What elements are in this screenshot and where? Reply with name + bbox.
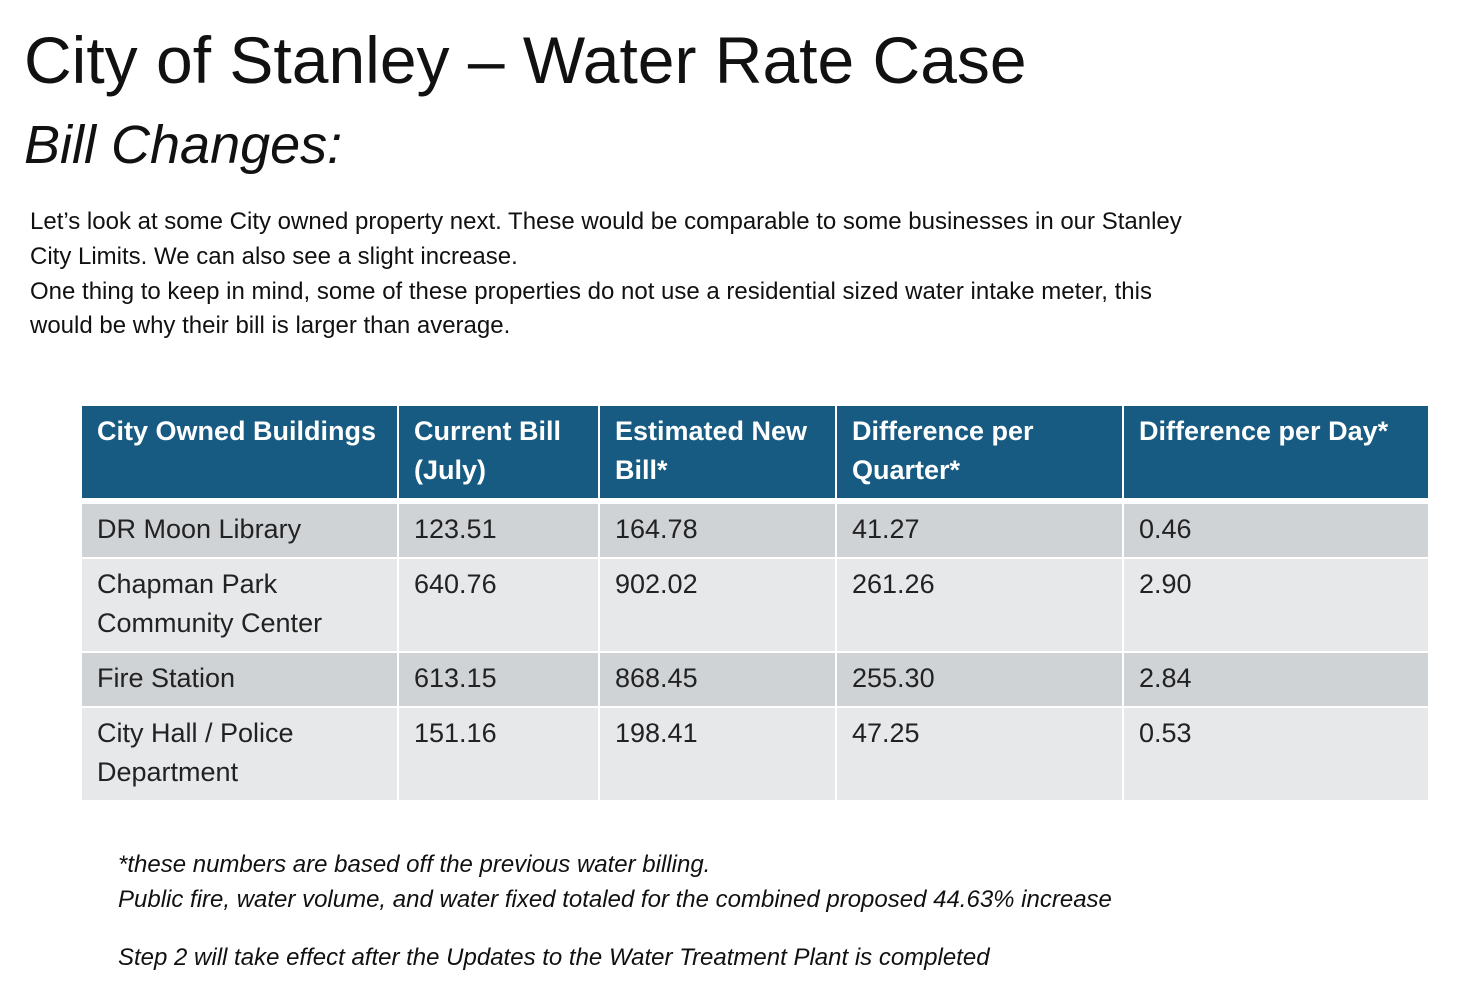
header-row: City Owned Buildings Current Bill (July) E… — [80, 404, 1430, 504]
table-row: Fire Station 613.15 868.45 255.30 2.84 — [80, 651, 1430, 708]
bill-cell: 613.15 — [397, 651, 600, 708]
intro-line: would be why their bill is larger than a… — [30, 312, 511, 339]
bill-cell: 47.25 — [835, 706, 1124, 802]
bill-cell: 255.30 — [835, 651, 1124, 708]
column-header: Difference per Day* — [1122, 404, 1430, 504]
bill-cell: 902.02 — [598, 557, 837, 653]
building-name: Fire Station — [80, 651, 399, 708]
bill-cell: 2.90 — [1122, 557, 1430, 653]
intro-line: City Limits. We can also see a slight in… — [30, 243, 518, 270]
building-name: DR Moon Library — [80, 500, 399, 559]
title: City of Stanley – Water Rate Case — [24, 23, 1027, 97]
column-header: City Owned Buildings — [80, 404, 399, 504]
bill-cell: 198.41 — [598, 706, 837, 802]
bill-table: City Owned Buildings Current Bill (July) E… — [80, 404, 1430, 802]
bill-cell: 261.26 — [835, 557, 1124, 653]
bill-cell: 0.53 — [1122, 706, 1430, 802]
intro-line: One thing to keep in mind, some of these… — [30, 278, 1152, 305]
bill-cell: 123.51 — [397, 500, 600, 559]
column-header: Difference per Quarter* — [835, 404, 1124, 504]
footnote: *these numbers are based off the previou… — [118, 851, 711, 878]
table-row: City Hall / Police Department 151.16 198.4… — [80, 706, 1430, 802]
building-name: Chapman Park Community Center — [80, 557, 399, 653]
table-row: Chapman Park Community Center 640.76 902.0… — [80, 557, 1430, 653]
column-header: Current Bill (July) — [397, 404, 600, 504]
footnote: Public fire, water volume, and water fix… — [118, 886, 1112, 913]
footnote: Step 2 will take effect after the Update… — [118, 944, 990, 971]
bill-cell: 0.46 — [1122, 500, 1430, 559]
table-row: DR Moon Library 123.51 164.78 41.27 0.46 — [80, 500, 1430, 559]
bill-cell: 41.27 — [835, 500, 1124, 559]
intro-line: Let’s look at some City owned property n… — [30, 208, 1182, 235]
subtitle: Bill Changes: — [24, 115, 343, 175]
bill-cell: 2.84 — [1122, 651, 1430, 708]
bill-cell: 868.45 — [598, 651, 837, 708]
bill-cell: 151.16 — [397, 706, 600, 802]
building-name: City Hall / Police Department — [80, 706, 399, 802]
bill-cell: 164.78 — [598, 500, 837, 559]
column-header: Estimated New Bill* — [598, 404, 837, 504]
bill-cell: 640.76 — [397, 557, 600, 653]
